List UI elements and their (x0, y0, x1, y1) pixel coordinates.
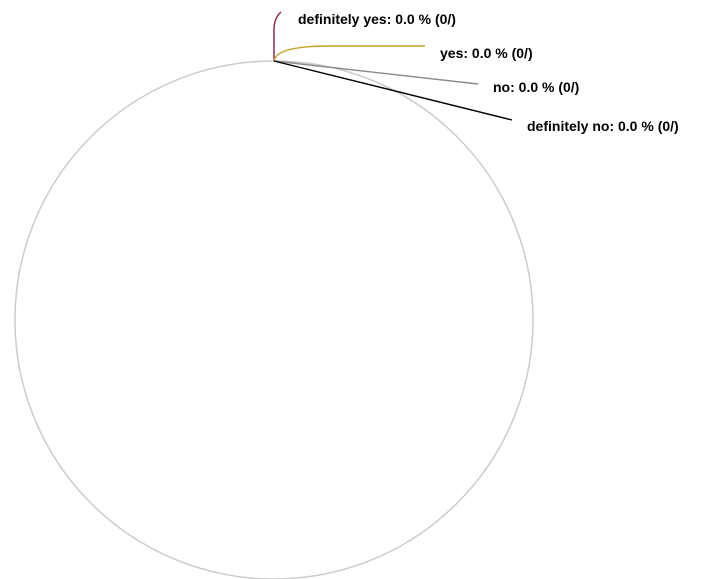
leader-line-yes (273, 45, 425, 62)
leader-line-no (273, 60, 479, 85)
leader-line-definitely-no (273, 60, 513, 121)
pie-outline (14, 60, 534, 579)
slice-label-yes: yes: 0.0 % (0/) (440, 45, 533, 61)
leader-line-definitely-yes (273, 11, 282, 61)
slice-label-definitely-yes: definitely yes: 0.0 % (0/) (298, 11, 456, 27)
slice-label-definitely-no: definitely no: 0.0 % (0/) (527, 118, 679, 134)
slice-label-no: no: 0.0 % (0/) (493, 79, 579, 95)
